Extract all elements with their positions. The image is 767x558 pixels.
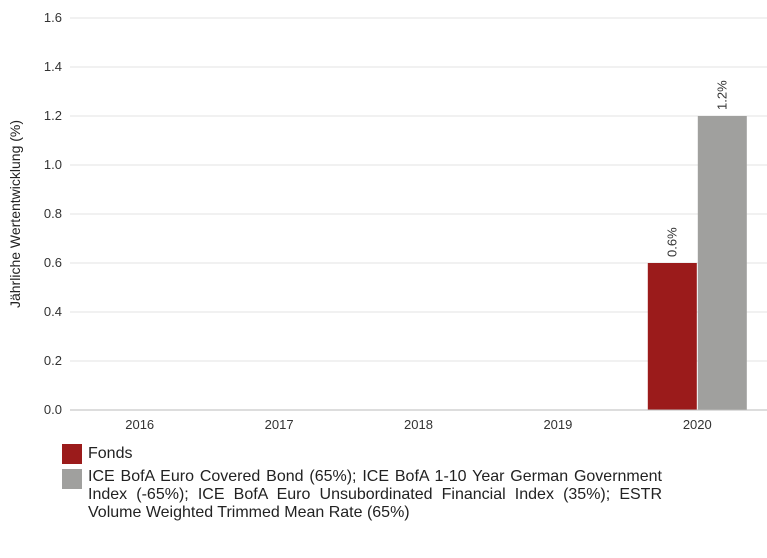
y-tick-label: 0.2: [44, 353, 62, 368]
grid-lines: [70, 17, 767, 362]
bar-benchmark-2020[interactable]: [697, 116, 747, 410]
y-tick-label: 1.2: [44, 108, 62, 123]
bar-chart: 0.0 0.2 0.4 0.6 0.8 1.0 1.2 1.4 1.6 2016 2017 2018…: [7, 10, 767, 432]
y-tick-label: 1.4: [44, 59, 62, 74]
data-label: 1.2%: [714, 80, 729, 110]
data-label: 0.6%: [664, 227, 679, 257]
y-tick-label: 0.4: [44, 304, 62, 319]
x-axis-ticks: 2016 2017 2018 2019 2020: [125, 417, 712, 432]
x-tick-label: 2020: [683, 417, 712, 432]
x-tick-label: 2018: [404, 417, 433, 432]
legend-label-benchmark: ICE BofA Euro Covered Bond (65%); ICE Bo…: [88, 468, 662, 521]
y-axis-label: Jährliche Wertentwicklung (%): [7, 120, 23, 308]
y-axis-ticks: 0.0 0.2 0.4 0.6 0.8 1.0 1.2 1.4 1.6: [44, 10, 62, 417]
y-tick-label: 1.6: [44, 10, 62, 25]
y-tick-label: 0.0: [44, 402, 62, 417]
y-tick-label: 0.6: [44, 255, 62, 270]
legend-item-fonds[interactable]: Fonds: [62, 443, 662, 464]
y-tick-label: 1.0: [44, 157, 62, 172]
y-tick-label: 0.8: [44, 206, 62, 221]
x-tick-label: 2019: [543, 417, 572, 432]
legend-swatch-benchmark: [62, 469, 82, 489]
bar-fonds-2020[interactable]: [647, 263, 697, 410]
legend-item-benchmark[interactable]: ICE BofA Euro Covered Bond (65%); ICE Bo…: [62, 468, 662, 522]
data-labels: 0.6% 1.2%: [664, 80, 729, 257]
x-tick-label: 2016: [125, 417, 154, 432]
x-tick-label: 2017: [265, 417, 294, 432]
legend: Fonds ICE BofA Euro Covered Bond (65%); …: [62, 443, 662, 526]
legend-label-fonds: Fonds: [88, 445, 133, 462]
bars: [647, 116, 747, 410]
legend-swatch-fonds: [62, 444, 82, 464]
